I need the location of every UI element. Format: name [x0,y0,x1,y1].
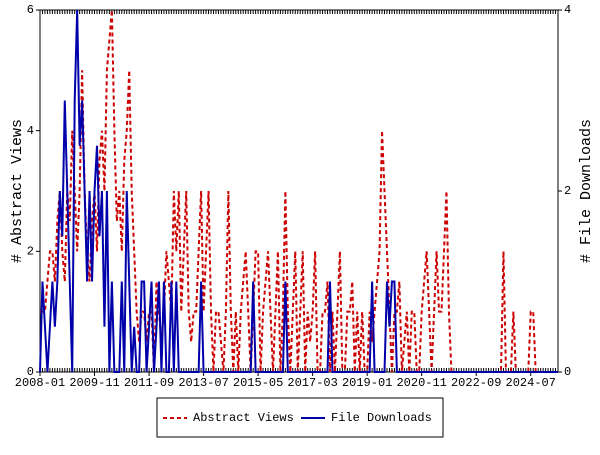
x-tick-label: 2019-01 [342,376,392,390]
y2-tick-label: 4 [564,3,571,17]
x-tick-label: 2008-01 [15,376,65,390]
series-line [40,9,558,373]
x-tick-label: 2009-11 [69,376,119,390]
legend-label: Abstract Views [193,411,294,425]
plot-frame [39,9,559,373]
x-tick-label: 2020-11 [396,376,446,390]
y2-tick-label: 2 [564,184,571,198]
y-tick-label: 6 [27,3,34,17]
x-tick-label: 2015-05 [233,376,283,390]
x-tick-label: 2011-09 [124,376,174,390]
y-tick-label: 0 [27,365,34,379]
y2-axis-title: # File Downloads [578,119,595,263]
y-tick-label: 4 [27,124,34,138]
x-tick-label: 2013-07 [178,376,228,390]
series-line [39,9,558,373]
y2-tick-label: 0 [564,365,571,379]
x-tick-label: 2017-03 [287,376,337,390]
x-tick-label: 2022-09 [451,376,501,390]
y-tick-label: 2 [27,245,34,259]
legend [156,397,444,438]
y-axis-title: # Abstract Views [9,119,26,263]
legend-label: File Downloads [331,411,432,425]
x-tick-label: 2024-07 [506,376,556,390]
x-minor-ticks [39,10,559,372]
